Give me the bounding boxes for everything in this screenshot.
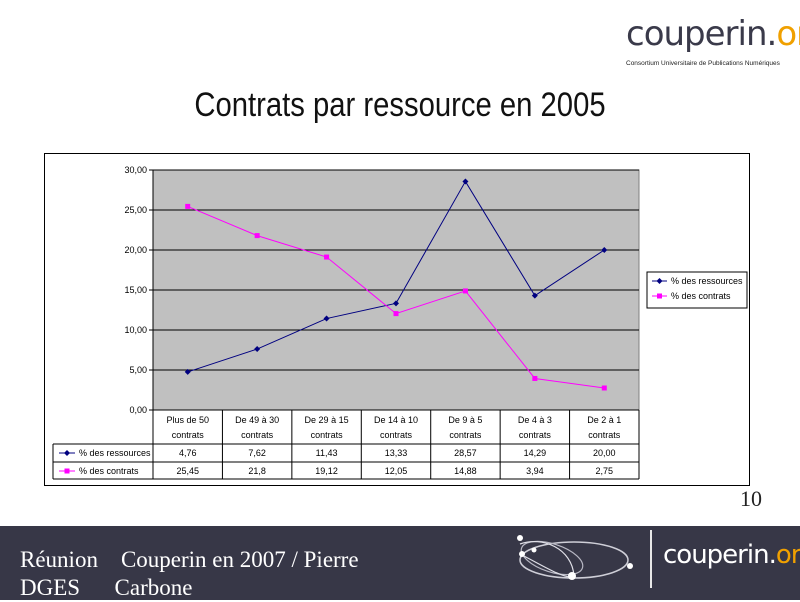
data-point — [184, 368, 191, 375]
legend-label: % des contrats — [671, 291, 731, 301]
table-cell-value: 13,33 — [385, 448, 408, 458]
category-label: De 29 à 15 — [305, 415, 349, 425]
category-label: contrats — [519, 430, 552, 440]
legend-marker — [657, 293, 662, 299]
table-cell-value: 2,75 — [596, 466, 614, 476]
data-point — [393, 311, 399, 317]
table-legend-marker — [64, 450, 70, 456]
footer-divider — [650, 530, 652, 588]
table-cell-value: 20,00 — [593, 448, 616, 458]
logo-tagline: Consortium Universitaire de Publications… — [626, 60, 780, 67]
category-label: De 9 à 5 — [448, 415, 482, 425]
data-point — [254, 233, 260, 239]
category-label: contrats — [380, 430, 413, 440]
table-cell-value: 14,29 — [524, 448, 547, 458]
footer-logo-wordmark: couperin.org — [663, 540, 800, 570]
table-cell-value: 28,57 — [454, 448, 477, 458]
orbit-logo-graphic — [517, 535, 633, 580]
page-number: 10 — [740, 486, 762, 511]
table-cell-value: 21,8 — [248, 466, 266, 476]
category-label: contrats — [241, 430, 274, 440]
data-point — [532, 375, 538, 381]
page-title: Contrats par ressource en 2005 — [194, 86, 606, 124]
data-point — [324, 254, 330, 260]
couperin-logo: couperin.org Consortium Universitaire de… — [620, 14, 800, 74]
legend-marker — [656, 278, 663, 284]
category-label: De 4 à 3 — [518, 415, 552, 425]
data-point — [323, 315, 330, 322]
table-cell-value: 11,43 — [316, 448, 338, 458]
data-point — [393, 300, 399, 307]
category-label: De 14 à 10 — [374, 415, 418, 425]
y-tick-label: 25,00 — [124, 205, 147, 215]
table-legend-marker — [64, 468, 70, 474]
table-cell-value: 4,76 — [179, 448, 197, 458]
category-label: contrats — [172, 430, 205, 440]
table-cell-value: 25,45 — [176, 466, 199, 476]
footer-text: Réunion Couperin en 2007 / Pierre DGES C… — [20, 547, 359, 600]
data-point — [601, 385, 607, 391]
y-tick-label: 15,00 — [124, 285, 147, 295]
table-series-name: % des contrats — [79, 466, 139, 476]
y-tick-label: 30,00 — [124, 165, 147, 175]
y-tick-label: 20,00 — [124, 245, 147, 255]
table-cell-value: 14,88 — [454, 466, 477, 476]
category-label: contrats — [311, 430, 344, 440]
y-tick-label: 0,00 — [129, 405, 147, 415]
data-point — [462, 288, 468, 294]
data-point — [185, 203, 191, 209]
data-point — [531, 292, 538, 299]
table-cell-value: 19,12 — [315, 466, 338, 476]
category-label: De 49 à 30 — [235, 415, 279, 425]
legend-box — [646, 271, 748, 309]
category-label: contrats — [588, 430, 621, 440]
table-cell-value: 12,05 — [385, 466, 408, 476]
y-tick-label: 10,00 — [124, 325, 147, 335]
line-chart: 0,00 5,00 10,00 15,00 20,00 25,00 30,00 Plus de… — [52, 165, 748, 480]
category-label: contrats — [449, 430, 482, 440]
data-point — [254, 346, 261, 353]
footer-bar: Réunion Couperin en 2007 / Pierre DGES C… — [0, 526, 800, 600]
y-tick-label: 5,00 — [129, 365, 147, 375]
legend-label: % des ressources — [671, 276, 743, 286]
category-label: Plus de 50 — [166, 415, 209, 425]
table-cell-value: 3,94 — [526, 466, 544, 476]
data-point — [601, 247, 608, 253]
table-cell-value: 7,62 — [248, 448, 266, 458]
data-point — [462, 178, 469, 185]
logo-wordmark: couperin.org — [626, 14, 800, 54]
category-label: De 2 à 1 — [587, 415, 621, 425]
chart-frame: 0,00 5,00 10,00 15,00 20,00 25,00 30,00 Plus de… — [44, 153, 750, 486]
table-series-name: % des ressources — [79, 448, 151, 458]
